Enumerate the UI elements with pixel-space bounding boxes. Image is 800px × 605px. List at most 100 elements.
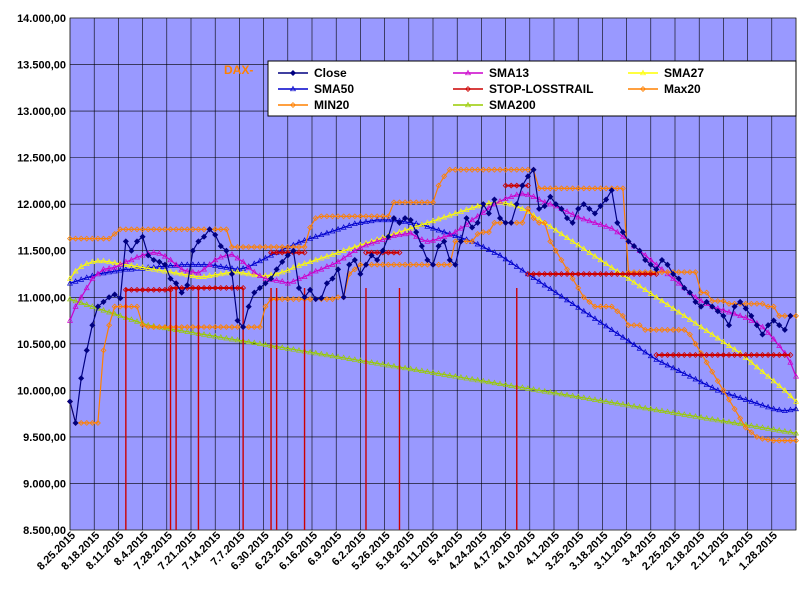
data-point <box>720 298 727 304</box>
data-point <box>670 364 677 371</box>
data-point <box>692 320 699 326</box>
data-point <box>240 324 247 331</box>
data-point <box>603 185 610 192</box>
data-point <box>603 322 610 329</box>
data-point <box>195 269 202 276</box>
chart-title: DAX- <box>224 63 253 77</box>
data-point <box>452 210 459 216</box>
data-point <box>100 257 107 264</box>
data-point <box>295 347 302 353</box>
data-point <box>552 226 559 233</box>
data-point <box>586 217 593 224</box>
data-point <box>134 286 140 293</box>
data-point <box>106 258 113 265</box>
data-point <box>418 221 425 227</box>
data-point <box>396 231 403 238</box>
data-point <box>580 394 587 400</box>
data-point <box>184 226 191 233</box>
data-point <box>228 244 235 250</box>
data-point <box>357 270 364 278</box>
data-point <box>753 400 760 406</box>
data-point <box>485 246 492 252</box>
data-point <box>418 236 425 242</box>
data-point <box>418 199 425 206</box>
data-point <box>670 352 677 358</box>
data-point <box>457 374 464 380</box>
data-point <box>781 352 788 358</box>
legend-label: STOP-LOSSTRAIL <box>489 82 593 96</box>
data-point <box>418 367 425 373</box>
data-point <box>597 185 604 192</box>
data-point <box>178 327 185 333</box>
data-point <box>614 400 621 406</box>
data-point <box>569 219 576 226</box>
data-point <box>575 271 582 277</box>
data-point <box>640 69 646 76</box>
data-point <box>586 298 593 305</box>
data-point <box>268 244 275 250</box>
data-point <box>614 228 621 235</box>
data-point <box>759 331 766 338</box>
data-point <box>614 330 621 336</box>
data-point <box>446 212 453 218</box>
data-point <box>268 249 275 256</box>
data-point <box>480 201 487 208</box>
data-point <box>307 235 314 241</box>
data-point <box>402 261 409 268</box>
data-point <box>167 226 174 233</box>
data-point <box>564 215 571 222</box>
data-point <box>670 275 677 281</box>
data-point <box>430 217 436 224</box>
data-point <box>379 247 386 254</box>
data-point <box>636 345 643 351</box>
data-point <box>251 260 258 266</box>
data-point <box>469 375 476 382</box>
data-point <box>346 222 353 228</box>
data-point <box>513 219 520 226</box>
data-point <box>575 393 582 400</box>
data-point <box>658 266 665 272</box>
data-point <box>552 289 559 295</box>
data-point <box>698 289 705 296</box>
data-point <box>675 367 682 373</box>
data-point <box>686 316 693 322</box>
data-point <box>524 385 531 391</box>
data-point <box>323 229 330 236</box>
data-point <box>474 212 481 219</box>
data-point <box>469 238 476 245</box>
data-point <box>357 261 364 268</box>
data-point <box>725 390 732 397</box>
data-point <box>457 225 464 231</box>
data-point <box>312 349 319 356</box>
data-point <box>89 235 96 242</box>
data-point <box>781 326 788 333</box>
data-point <box>379 360 386 367</box>
data-point <box>524 182 531 189</box>
data-point <box>161 252 168 259</box>
data-point <box>714 334 721 341</box>
data-point <box>787 359 794 365</box>
data-point <box>642 404 649 411</box>
data-point <box>156 226 163 233</box>
data-point <box>720 387 727 394</box>
data-point <box>597 319 604 325</box>
data-point <box>748 352 755 358</box>
data-point <box>519 190 526 197</box>
data-point <box>597 271 604 277</box>
data-point <box>569 275 576 282</box>
data-point <box>217 263 224 269</box>
data-point <box>251 244 258 250</box>
data-point <box>474 219 481 226</box>
data-point <box>295 262 302 268</box>
data-point <box>675 410 682 416</box>
data-point <box>312 256 319 263</box>
data-point <box>289 69 297 77</box>
data-point <box>134 226 140 233</box>
data-point <box>201 324 207 331</box>
data-point <box>178 270 185 277</box>
data-point <box>441 261 448 268</box>
data-point <box>133 238 141 245</box>
data-point <box>513 263 520 269</box>
data-point <box>335 353 342 360</box>
data-point <box>692 269 699 276</box>
